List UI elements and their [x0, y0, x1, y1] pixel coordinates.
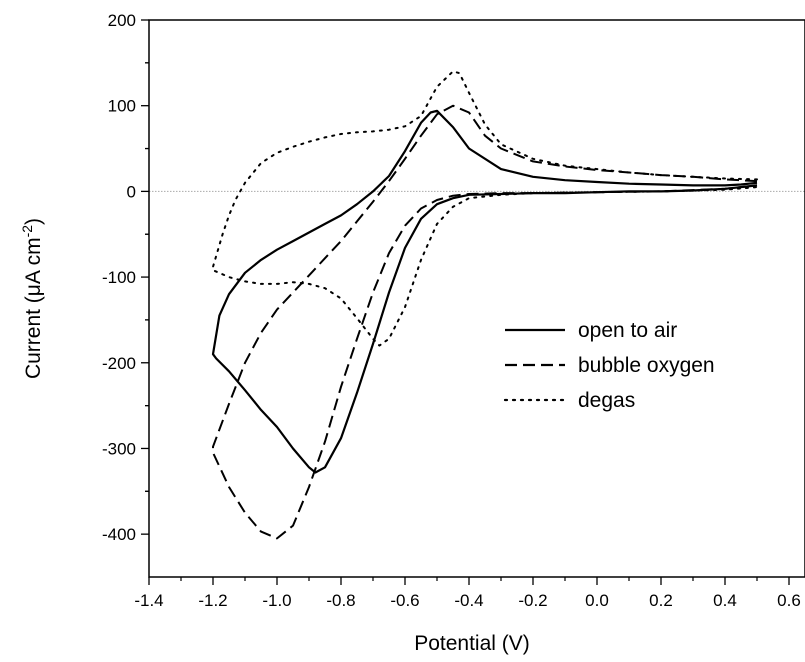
y-tick-label: -300 [102, 439, 136, 458]
y-title-mu: μ [22, 284, 45, 296]
x-tick-label: 0.2 [649, 591, 673, 610]
x-tick-label: -1.4 [134, 591, 163, 610]
x-tick-label: 0.4 [713, 591, 737, 610]
y-tick-label: 0 [127, 182, 136, 201]
y-title-prefix: Current ( [22, 296, 45, 379]
ticks-layer [141, 19, 790, 585]
series-layer [211, 70, 758, 540]
legend-label: degas [578, 389, 635, 412]
y-tick-label: -400 [102, 525, 136, 544]
y-title-exponent: -2 [19, 225, 35, 238]
y-tick-label: 100 [108, 97, 136, 116]
y-title-units: A cm [22, 237, 45, 284]
legend-label: open to air [578, 319, 677, 342]
x-tick-label: -0.8 [326, 591, 355, 610]
series-line-bubble-oxygen [212, 104, 758, 540]
plot-frame [148, 19, 805, 578]
x-tick-label: -1.0 [262, 591, 291, 610]
legend-label: bubble oxygen [578, 354, 715, 377]
x-tick-label: -0.4 [454, 591, 483, 610]
y-tick-label: -100 [102, 268, 136, 287]
y-tick-label: 200 [108, 11, 136, 30]
x-tick-label: 0.6 [777, 591, 801, 610]
series-line-degas [212, 70, 758, 347]
series-line-open-to-air [211, 109, 758, 474]
x-tick-label: -0.2 [518, 591, 547, 610]
tick-labels-layer: -1.4 -1.2 -1.0 -0.8 -0.6 -0.4 -0.2 0.0 0.2 0.4 0.6… [102, 11, 801, 610]
x-tick-label: -0.6 [390, 591, 419, 610]
y-title-suffix: ) [22, 218, 45, 225]
x-tick-label: -1.2 [198, 591, 227, 610]
y-tick-label: -200 [102, 354, 136, 373]
x-tick-label: 0.0 [585, 591, 609, 610]
x-axis-title: Potential (V) [414, 632, 530, 655]
legend: open to air bubble oxygen degas [503, 319, 715, 412]
y-axis-title: Current (μA cm-2) [19, 218, 45, 379]
